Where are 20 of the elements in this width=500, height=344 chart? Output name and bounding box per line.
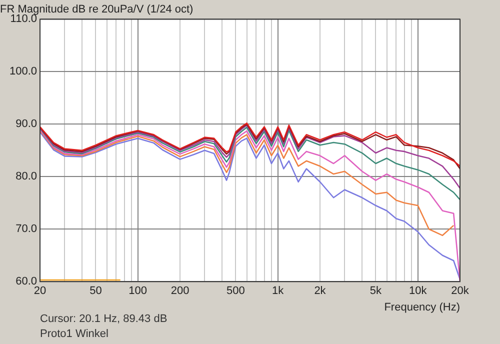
x-tick-label: 100 [128, 285, 148, 298]
x-tick-label: 200 [170, 285, 190, 298]
x-tick-label: 20 [34, 285, 46, 298]
x-tick-label: 20k [451, 285, 470, 298]
x-tick-label: 10k [408, 285, 428, 298]
text: Cursor: 20.1 Hz, 89.43 dB [40, 312, 168, 327]
text: Proto1 Winkel [40, 327, 110, 342]
x-tick-label: 5k [370, 285, 382, 298]
y-tick-label: 70.0 [16, 223, 37, 236]
y-tick-label: 80.0 [16, 170, 37, 183]
x-tick-label: 50 [90, 285, 102, 298]
y-tick-label: 90.0 [16, 118, 37, 130]
y-tick-label: 110.0 [10, 13, 37, 26]
chart-title: FR Magnitude dB re 20uPa/V (1/24 oct) [0, 4, 194, 16]
y-tick-label: 60.0 [16, 276, 37, 288]
y-tick-label: 100.0 [9, 66, 37, 78]
x-axis-title: Frequency (Hz) [384, 301, 460, 314]
x-tick-label: 1k [272, 285, 284, 298]
x-tick-label: 2k [314, 285, 326, 298]
x-tick-label: 500 [226, 285, 245, 298]
